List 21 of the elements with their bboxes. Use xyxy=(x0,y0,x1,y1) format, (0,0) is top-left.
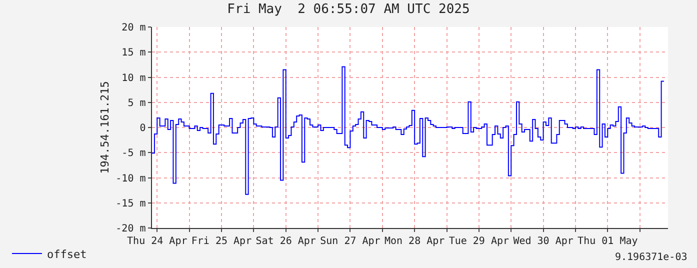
y-tick-label: -5 m xyxy=(122,148,146,160)
legend-label: offset xyxy=(46,248,87,261)
y-tick-label: 10 m xyxy=(122,72,146,84)
x-tick-label: Sun 27 Apr xyxy=(320,236,380,247)
text: 9.196371e-03 xyxy=(615,252,688,263)
y-tick-label: 5 m xyxy=(128,98,146,109)
chart-title: Fri May 2 06:55:07 AM UTC 2025 xyxy=(227,2,470,18)
y-tick-label: 15 m xyxy=(122,48,146,59)
x-tick-label: Fri 25 Apr xyxy=(191,236,252,247)
x-tick-label: Sat 26 Apr xyxy=(256,236,316,247)
x-tick-label: Mon 28 Apr xyxy=(384,236,445,247)
x-tick-label: Wed 30 Apr xyxy=(513,236,574,247)
x-tick-label: Thu 24 Apr xyxy=(127,236,188,247)
y-axis-title: 194.54.161.215 xyxy=(98,81,112,174)
y-tick-label: -10 m xyxy=(116,173,146,184)
y-tick-label: -20 m xyxy=(116,224,146,234)
y-tick-label: -15 m xyxy=(116,198,146,210)
x-tick-label: Thu 01 May xyxy=(578,236,638,247)
y-tick-label: 20 m xyxy=(122,22,146,34)
y-tick-label: 0 xyxy=(140,123,146,134)
x-tick-label: Tue 29 Apr xyxy=(448,236,510,247)
